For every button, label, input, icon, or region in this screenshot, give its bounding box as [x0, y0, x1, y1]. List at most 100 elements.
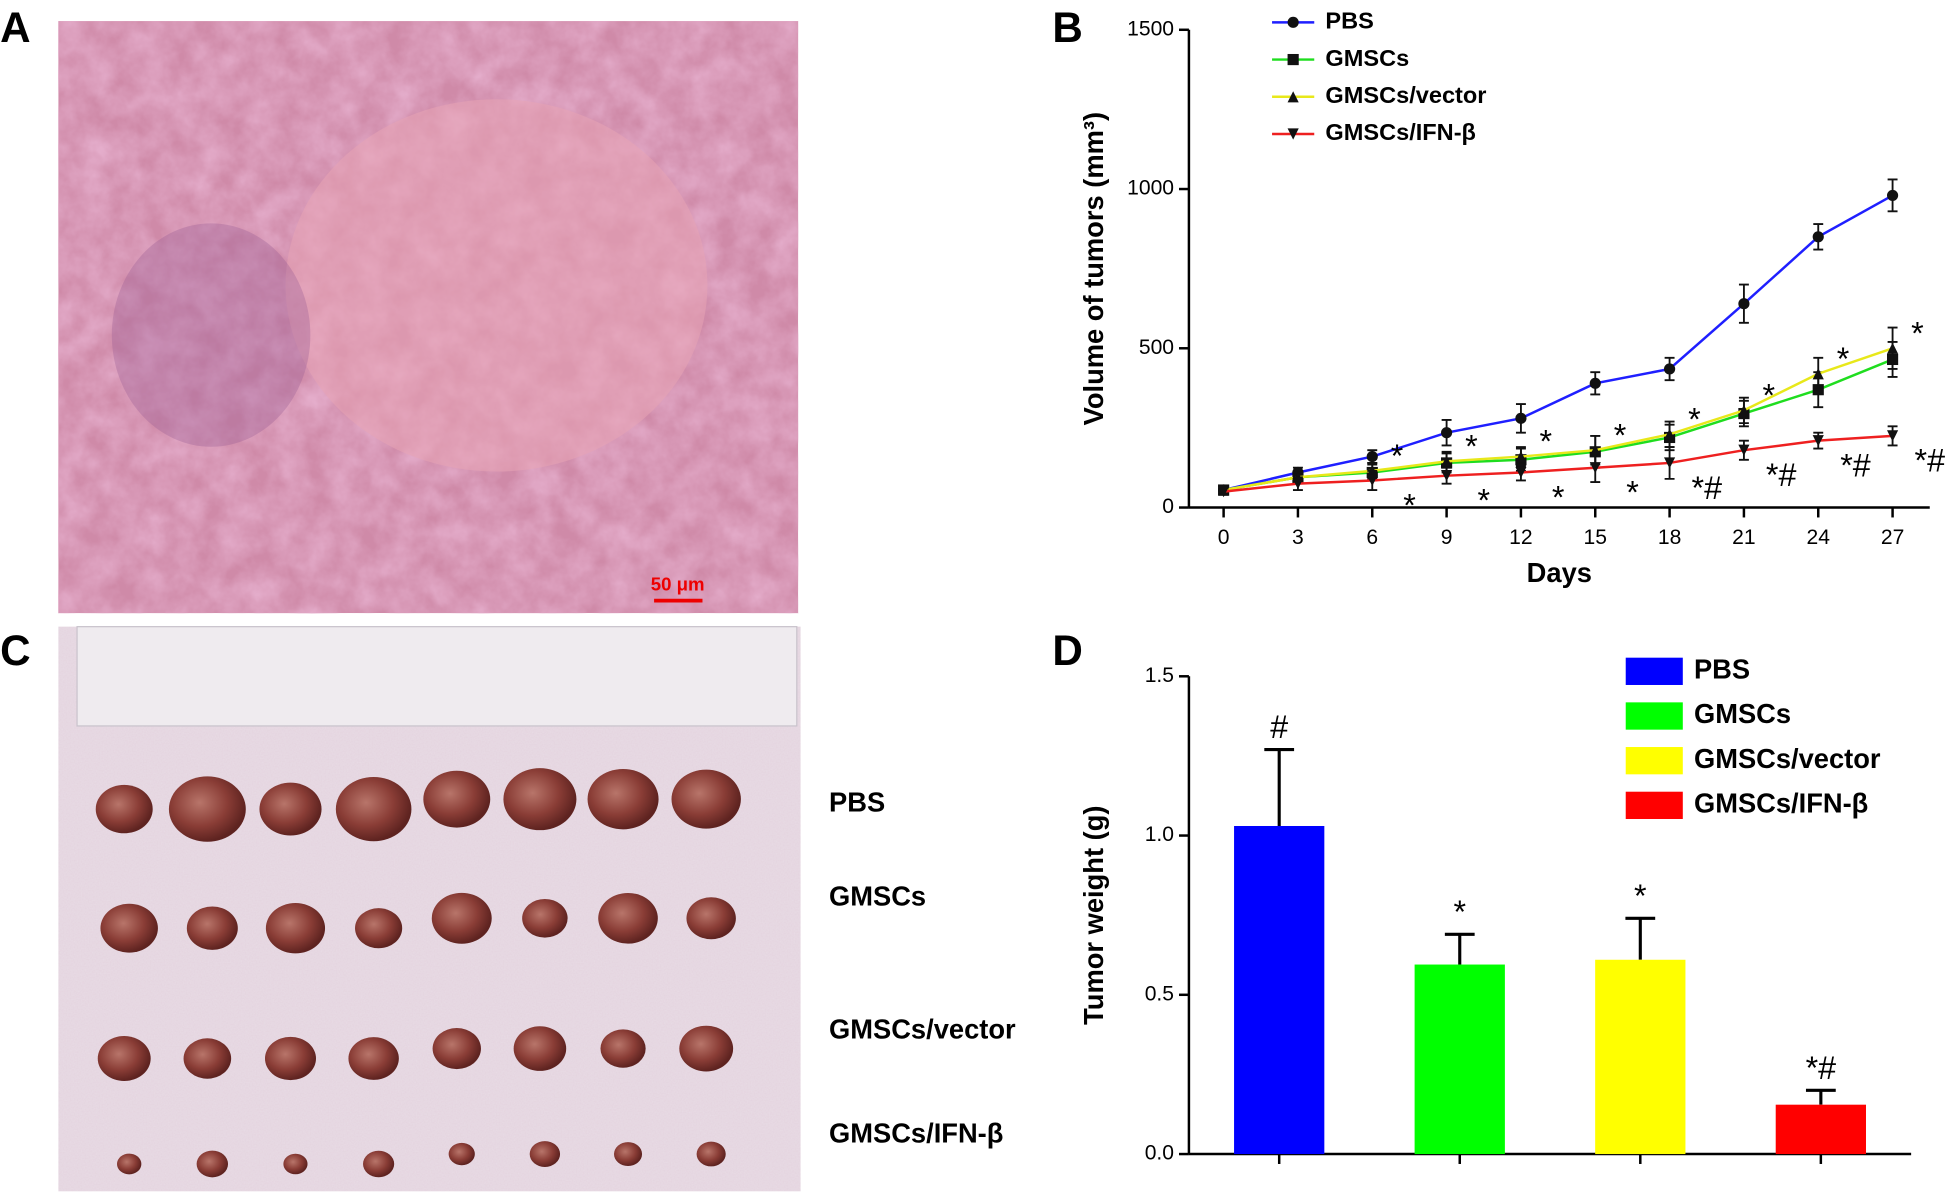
data-point [1287, 128, 1299, 140]
tumor [448, 1142, 475, 1166]
tumor [432, 1028, 481, 1070]
tumor [183, 1038, 232, 1079]
data-point [1664, 457, 1676, 469]
significance-label: *# [1915, 443, 1946, 479]
data-point [1664, 363, 1676, 375]
significance-label: *# [1840, 447, 1871, 483]
error-bar [1444, 932, 1475, 965]
data-point [1366, 450, 1378, 463]
bar [1595, 959, 1686, 1155]
tumor [363, 1150, 395, 1178]
x-tick-label: 0 [1218, 526, 1230, 549]
ruler [76, 626, 798, 727]
data-point [1287, 91, 1299, 103]
data-point [1515, 412, 1527, 424]
significance-label: *# [1806, 1050, 1837, 1086]
x-tick-label: 15 [1584, 526, 1607, 549]
tumor [600, 1029, 646, 1068]
data-point [1812, 231, 1824, 243]
significance-label: * [1762, 377, 1775, 413]
significance-label: * [1634, 878, 1647, 914]
tumor [686, 897, 736, 940]
series-line [1223, 194, 1894, 492]
x-tick-label: 12 [1509, 526, 1532, 549]
significance-label: * [1911, 315, 1924, 351]
panel-label: D [1052, 627, 1082, 674]
y-tick-label: 0.0 [1145, 1142, 1174, 1165]
significance-label: * [1626, 475, 1639, 511]
legend-label: GMSCs [1325, 45, 1409, 71]
tumor [335, 776, 412, 842]
x-tick-label: 9 [1441, 526, 1453, 549]
panel-labels: A B C D PBS GMSCs GMSCs/vector GMSCs/IFN-β [0, 4, 1083, 1148]
x-tick-label: 3 [1292, 526, 1304, 549]
data-point [1589, 377, 1601, 389]
data-point [1738, 444, 1750, 456]
tumor-group [95, 768, 741, 1178]
data-point [1515, 466, 1527, 479]
significance-label: * [1837, 341, 1850, 377]
group-label: GMSCs/vector [829, 1013, 1016, 1044]
tumor [671, 769, 741, 829]
data-point [1812, 435, 1824, 447]
significance-label: # [1270, 709, 1288, 745]
error-bar [1264, 748, 1295, 826]
panel-label: C [0, 627, 30, 674]
significance-label: * [1478, 482, 1491, 518]
legend-label: PBS [1694, 654, 1750, 685]
data-point [1589, 462, 1601, 474]
tumor [503, 768, 577, 831]
tumor [116, 1153, 142, 1175]
significance-label: *# [1766, 457, 1797, 493]
plots: 0 500 1000 1500 0 3 6 9 12 15 18 21 24 27 Days Volume o… [1078, 8, 1945, 1165]
data-point [1441, 427, 1453, 439]
significance-label: * [1614, 417, 1627, 453]
y-tick-label: 1000 [1127, 177, 1174, 200]
tumor [168, 776, 246, 842]
data-point [1886, 189, 1899, 201]
legend-swatch [1625, 657, 1683, 685]
legend-label: GMSCs/IFN-β [1694, 788, 1868, 819]
legend-label: GMSCs/vector [1694, 743, 1881, 774]
series-line [1223, 434, 1893, 493]
tumor [587, 768, 659, 830]
tumor [613, 1142, 643, 1166]
bar [1414, 964, 1505, 1155]
x-tick-label: 27 [1881, 526, 1904, 549]
y-tick-label: 1.5 [1145, 664, 1174, 687]
tumor [423, 770, 491, 828]
tumor [95, 784, 153, 834]
data-point [1287, 53, 1299, 66]
scale-bar-label: 50 μm [651, 574, 705, 595]
tumor [283, 1153, 308, 1175]
tumor [186, 906, 238, 950]
y-tick-label: 0 [1162, 495, 1174, 518]
data-point [1738, 298, 1750, 310]
histology-region [285, 99, 708, 472]
tumor [259, 782, 322, 836]
y-tick-label: 0.5 [1145, 982, 1174, 1005]
group-label: GMSCs/IFN-β [829, 1118, 1003, 1149]
bar [1775, 1104, 1866, 1155]
tumor [598, 892, 658, 944]
significance-label: * [1552, 479, 1565, 515]
data-point [1812, 368, 1824, 380]
tumor [355, 908, 403, 949]
tumor [696, 1141, 726, 1167]
data-point [1366, 474, 1378, 487]
data-point [1218, 486, 1230, 498]
error-bar [1805, 1088, 1836, 1105]
legend-label: PBS [1325, 8, 1373, 34]
tumor [196, 1150, 229, 1178]
significance-label: * [1391, 438, 1404, 474]
y-tick-label: 1.0 [1145, 823, 1174, 846]
significance-label: * [1453, 894, 1466, 930]
y-axis-title: Volume of tumors (mm³) [1078, 112, 1109, 425]
legend-swatch [1625, 791, 1683, 820]
tumor [100, 903, 158, 953]
data-point [1287, 16, 1299, 28]
significance-label: * [1403, 487, 1416, 523]
y-tick-label: 500 [1139, 336, 1174, 359]
tumor [97, 1035, 151, 1082]
